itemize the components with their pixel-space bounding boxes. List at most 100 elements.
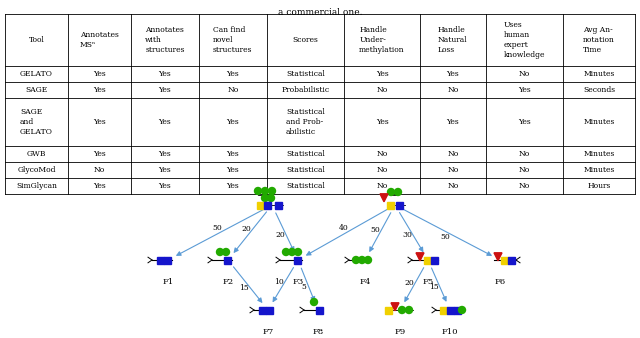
Bar [259, 307, 266, 314]
Text: F5: F5 [422, 278, 434, 286]
Text: No: No [447, 86, 458, 94]
Text: No: No [447, 182, 458, 190]
Text: Handle
Under-
methylation: Handle Under- methylation [359, 26, 405, 54]
Polygon shape [391, 303, 399, 311]
Text: Yes: Yes [227, 182, 239, 190]
Text: F10: F10 [442, 328, 458, 336]
Text: Annotates
with
structures: Annotates with structures [145, 26, 185, 54]
Polygon shape [380, 194, 388, 202]
Circle shape [406, 307, 413, 314]
Circle shape [262, 194, 269, 201]
Text: Statistical: Statistical [286, 70, 325, 78]
Polygon shape [416, 253, 424, 261]
Text: No: No [376, 182, 388, 190]
Bar [500, 257, 508, 264]
Text: No: No [227, 86, 238, 94]
Text: Yes: Yes [159, 118, 172, 126]
Bar [157, 257, 163, 264]
Bar [447, 307, 454, 314]
Text: Yes: Yes [93, 118, 106, 126]
Text: Hours: Hours [588, 182, 611, 190]
Circle shape [353, 257, 360, 264]
Text: F6: F6 [495, 278, 506, 286]
Text: Minutes: Minutes [584, 150, 615, 158]
Text: Yes: Yes [159, 182, 172, 190]
Text: Minutes: Minutes [584, 166, 615, 174]
Circle shape [458, 307, 465, 314]
Text: Yes: Yes [159, 166, 172, 174]
Text: Yes: Yes [447, 70, 459, 78]
Text: Yes: Yes [93, 182, 106, 190]
Bar [387, 201, 394, 209]
Circle shape [358, 257, 365, 264]
Text: No: No [376, 150, 388, 158]
Text: 50: 50 [371, 226, 381, 234]
Text: 5: 5 [301, 283, 306, 291]
Text: F9: F9 [394, 328, 406, 336]
Text: 50: 50 [440, 233, 450, 241]
Bar [316, 307, 323, 314]
Text: 50: 50 [212, 224, 223, 232]
Text: No: No [376, 166, 388, 174]
Text: Yes: Yes [376, 70, 388, 78]
Text: Yes: Yes [518, 86, 531, 94]
Circle shape [294, 248, 301, 256]
Text: Tool: Tool [29, 36, 44, 44]
Text: F4: F4 [359, 278, 371, 286]
Bar [257, 201, 264, 209]
Text: Probabilistic: Probabilistic [282, 86, 330, 94]
Text: SimGlycan: SimGlycan [16, 182, 57, 190]
Text: Yes: Yes [227, 166, 239, 174]
Text: Yes: Yes [93, 150, 106, 158]
Text: Yes: Yes [159, 70, 172, 78]
Text: Statistical: Statistical [286, 150, 325, 158]
Text: Statistical
and Prob-
abilistic: Statistical and Prob- abilistic [286, 108, 325, 136]
Text: SAGE: SAGE [26, 86, 47, 94]
Text: Statistical: Statistical [286, 166, 325, 174]
Circle shape [289, 248, 296, 256]
Polygon shape [494, 253, 502, 261]
Text: Annotates
MSⁿ: Annotates MSⁿ [80, 31, 119, 49]
Text: 20: 20 [276, 231, 285, 239]
Text: 40: 40 [339, 224, 349, 232]
Text: 15: 15 [429, 283, 439, 291]
Text: a commercial one.: a commercial one. [278, 8, 362, 17]
Bar [264, 201, 271, 209]
Text: No: No [519, 70, 530, 78]
Bar [431, 257, 438, 264]
Bar [424, 257, 431, 264]
Text: GWB: GWB [27, 150, 46, 158]
Text: Scores: Scores [292, 36, 318, 44]
Text: Yes: Yes [93, 70, 106, 78]
Text: Yes: Yes [159, 86, 172, 94]
Text: F3: F3 [292, 278, 303, 286]
Text: Yes: Yes [447, 118, 459, 126]
Text: Minutes: Minutes [584, 70, 615, 78]
Text: 10: 10 [274, 279, 284, 286]
Text: Can find
novel
structures: Can find novel structures [213, 26, 253, 54]
Text: No: No [94, 166, 105, 174]
Bar [440, 307, 447, 314]
Circle shape [394, 189, 401, 195]
Circle shape [310, 298, 317, 306]
Circle shape [255, 188, 262, 194]
Text: 15: 15 [239, 284, 249, 292]
Text: Yes: Yes [376, 118, 388, 126]
Text: GELATO: GELATO [20, 70, 53, 78]
Bar [266, 307, 273, 314]
Text: F8: F8 [312, 328, 324, 336]
Text: Statistical: Statistical [286, 182, 325, 190]
Text: No: No [519, 182, 530, 190]
Text: 20: 20 [404, 279, 415, 287]
Text: GlycoMod: GlycoMod [17, 166, 56, 174]
Bar [454, 307, 461, 314]
Circle shape [262, 188, 269, 194]
Text: Yes: Yes [518, 118, 531, 126]
Circle shape [269, 188, 275, 194]
Text: Yes: Yes [159, 150, 172, 158]
Text: 30: 30 [403, 231, 412, 239]
Bar [163, 257, 170, 264]
Text: Yes: Yes [93, 86, 106, 94]
Text: 20: 20 [241, 225, 251, 233]
Circle shape [223, 248, 230, 256]
